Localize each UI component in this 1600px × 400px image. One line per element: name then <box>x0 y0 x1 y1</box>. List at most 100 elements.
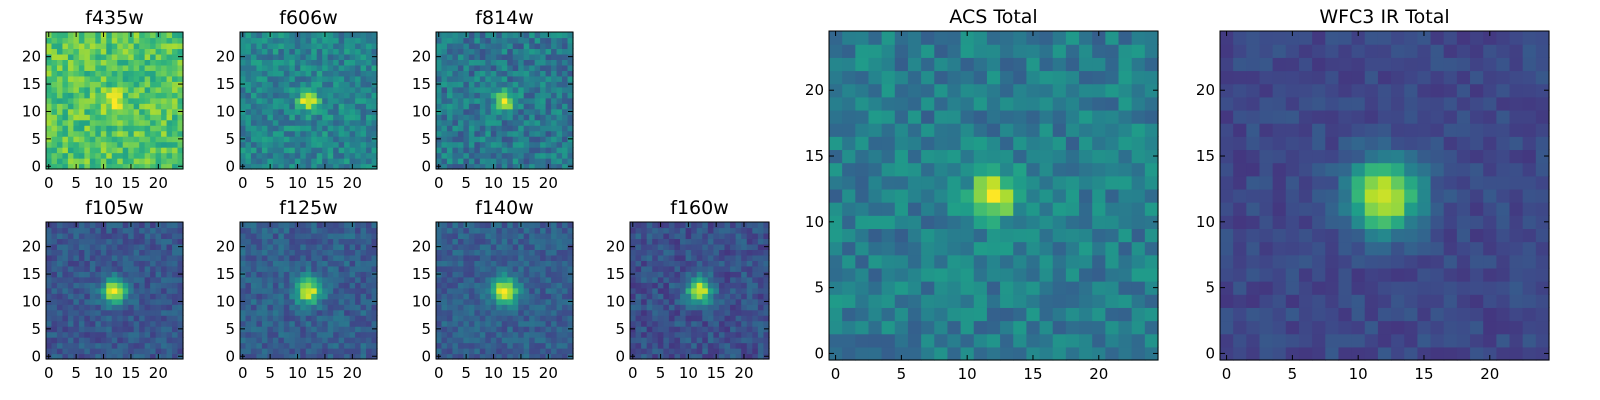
pixel <box>757 304 765 311</box>
pixel <box>713 249 720 256</box>
pixel <box>485 276 492 283</box>
pixel <box>62 265 69 272</box>
pixel <box>272 125 279 132</box>
pixel <box>172 163 179 170</box>
pixel <box>355 232 362 240</box>
pixel <box>338 287 345 294</box>
pixel <box>89 42 96 50</box>
pixel <box>1039 267 1054 282</box>
pixel <box>707 260 714 267</box>
pixel <box>344 108 351 115</box>
pixel <box>62 130 69 137</box>
pixel <box>501 353 508 360</box>
pixel <box>327 232 334 240</box>
pixel <box>333 260 340 267</box>
pixel <box>663 331 670 338</box>
pixel <box>463 276 470 283</box>
pixel <box>441 276 448 283</box>
pixel <box>89 64 96 71</box>
pixel <box>680 249 687 256</box>
pixel <box>305 59 312 66</box>
pixel <box>161 147 168 154</box>
pixel <box>100 125 107 132</box>
pixel <box>842 241 856 256</box>
pixel <box>95 125 102 132</box>
pixel <box>46 337 53 344</box>
pixel <box>457 59 464 66</box>
pixel <box>735 238 742 245</box>
pixel <box>713 282 720 289</box>
pixel <box>177 331 184 338</box>
pixel <box>540 353 547 360</box>
pixel <box>283 130 290 137</box>
pixel <box>556 353 563 360</box>
pixel <box>177 119 184 126</box>
pixel <box>540 136 547 143</box>
pixel <box>534 298 541 305</box>
pixel <box>934 281 949 295</box>
pixel <box>556 238 563 245</box>
pixel <box>1118 228 1133 243</box>
pixel <box>1065 281 1080 295</box>
pixel <box>300 59 307 66</box>
pixel <box>56 48 64 55</box>
pixel <box>177 103 184 110</box>
pixel <box>322 152 329 159</box>
pixel <box>1131 294 1146 308</box>
pixel <box>707 298 714 305</box>
pixel <box>457 141 464 148</box>
pixel <box>73 276 80 283</box>
pixel <box>1105 202 1120 216</box>
pixel <box>172 243 179 250</box>
pixel <box>272 249 279 256</box>
pixel <box>311 75 318 82</box>
pixel <box>67 337 74 344</box>
pixel <box>496 342 503 349</box>
pixel <box>95 342 102 349</box>
pixel <box>371 103 378 110</box>
pixel <box>150 227 157 234</box>
pixel <box>300 337 307 344</box>
pixel <box>702 331 709 338</box>
pixel <box>289 53 296 60</box>
pixel <box>128 53 135 60</box>
pixel <box>344 152 351 159</box>
pixel <box>56 276 64 283</box>
pixel <box>139 331 146 338</box>
pixel <box>338 136 345 143</box>
pixel <box>327 265 334 272</box>
pixel <box>327 227 334 234</box>
pixel <box>327 348 334 355</box>
pixel <box>349 125 356 132</box>
pixel <box>512 37 519 44</box>
pixel <box>529 163 536 170</box>
pixel <box>1105 241 1120 256</box>
pixel <box>311 331 318 338</box>
pixel <box>463 125 470 132</box>
pixel <box>496 260 503 267</box>
pixel <box>1052 188 1067 203</box>
pixel <box>89 75 96 82</box>
pixel <box>366 141 373 148</box>
pixel <box>855 281 870 295</box>
pixel <box>718 227 726 234</box>
pixel <box>934 162 949 177</box>
pixel <box>452 249 459 256</box>
pixel <box>763 309 770 316</box>
pixel <box>490 108 497 115</box>
pixel <box>122 114 129 121</box>
pixel <box>707 353 714 360</box>
pixel <box>327 315 334 322</box>
pixel <box>62 232 69 240</box>
pixel <box>512 315 519 322</box>
pixel <box>691 320 698 327</box>
pixel <box>73 232 80 240</box>
pixel <box>713 298 720 305</box>
pixel <box>512 293 519 300</box>
pixel <box>763 227 770 234</box>
pixel <box>333 147 340 154</box>
x-tick-label: 0 <box>434 364 444 382</box>
pixel <box>133 32 140 39</box>
pixel <box>366 163 373 170</box>
panel-title: f814w <box>475 7 534 29</box>
